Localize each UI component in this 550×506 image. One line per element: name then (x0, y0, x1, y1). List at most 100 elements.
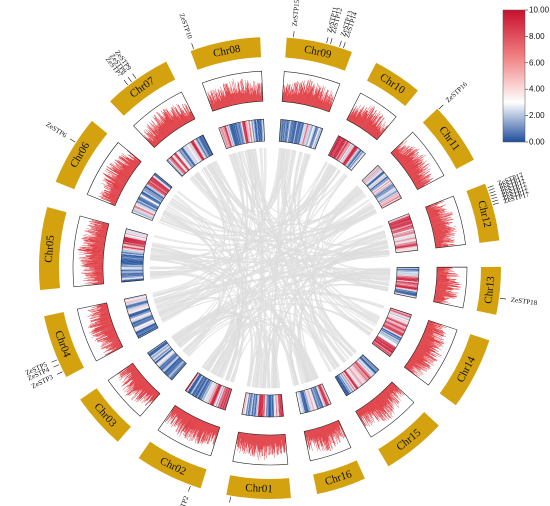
density-bar (363, 406, 368, 413)
density-bar (177, 413, 189, 432)
density-bar (424, 331, 445, 341)
density-bar (155, 126, 166, 139)
heatmap-cell (396, 277, 419, 280)
density-bar (434, 297, 445, 301)
density-bar (260, 434, 262, 453)
density-bar (249, 433, 252, 453)
heatmap-cell (387, 316, 408, 326)
heatmap-cell (391, 226, 414, 233)
density-bar (361, 117, 370, 129)
density-bar (422, 335, 434, 342)
density-bar (434, 232, 456, 238)
density-bar (395, 145, 411, 159)
density-bar (388, 385, 395, 391)
density-bar (316, 428, 324, 452)
heatmap-cell (129, 309, 151, 317)
heatmap-cell (253, 394, 257, 417)
density-bar (318, 427, 323, 442)
density-bar (81, 271, 104, 273)
density-bar (392, 149, 399, 155)
heatmap-cell (375, 338, 395, 351)
heatmap-cell (394, 236, 416, 242)
heatmap-cell (130, 312, 152, 321)
heatmap-cell (334, 139, 347, 159)
heatmap-cell (127, 306, 150, 314)
heatmap-cell (153, 346, 171, 361)
density-bar (358, 409, 363, 416)
heatmap-cell (236, 122, 242, 145)
density-bar (241, 433, 245, 449)
density-bar (364, 405, 372, 416)
heatmap-cell (345, 369, 360, 388)
heatmap-cell (132, 209, 154, 219)
density-bar (212, 426, 217, 439)
density-bar (304, 85, 309, 105)
density-bar (436, 282, 459, 285)
heatmap-cell (135, 323, 156, 334)
heatmap-cell (220, 127, 229, 149)
density-bar (224, 83, 231, 106)
density-bar (102, 179, 123, 191)
heatmap-cell (308, 388, 316, 410)
density-bar (416, 348, 433, 358)
heatmap-cell (365, 170, 383, 186)
heatmap-cell (392, 229, 414, 236)
density-bar (146, 390, 157, 401)
density-bar (154, 117, 169, 136)
heatmap-cell (396, 278, 419, 281)
heatmap-cell (321, 384, 331, 405)
density-bar (421, 338, 441, 348)
density-bar (417, 346, 431, 354)
heatmap-cell (197, 379, 209, 399)
density-bar (359, 408, 364, 415)
density-bar (407, 362, 424, 374)
heatmap-cell (135, 204, 156, 214)
heatmap-cell (370, 176, 388, 191)
density-bar (276, 434, 277, 447)
density-bar (81, 272, 104, 274)
density-bar (415, 179, 427, 187)
density-bar (182, 416, 193, 436)
density-bar (373, 398, 387, 415)
density-bar (225, 92, 230, 107)
density-bar (253, 80, 256, 102)
heatmap-cell (339, 143, 353, 163)
density-bar (390, 383, 399, 391)
density-bar (435, 286, 459, 290)
density-bar (416, 181, 430, 189)
heatmap-cell (139, 196, 159, 208)
density-bar (323, 98, 328, 110)
density-bar (433, 300, 451, 304)
density-bar (120, 169, 131, 177)
density-bar (360, 117, 367, 128)
heatmap-cell (137, 198, 158, 210)
heatmap-cell (356, 360, 372, 378)
heatmap-cell (297, 391, 303, 414)
heatmap-cell (270, 394, 271, 417)
heatmap-cell (144, 187, 164, 200)
density-bar (231, 86, 236, 105)
heatmap-cell (366, 170, 384, 186)
density-bar (80, 248, 104, 251)
heatmap-cell (240, 121, 246, 144)
density-bar (210, 90, 217, 110)
density-bar (359, 408, 369, 423)
heatmap-cell (276, 394, 278, 417)
heatmap-cell (258, 119, 261, 142)
density-bar (410, 170, 423, 178)
density-bar (426, 205, 437, 210)
heatmap-cell (138, 197, 159, 209)
density-bar (367, 120, 377, 133)
density-bar (109, 168, 129, 181)
density-bar (330, 423, 335, 434)
heatmap-cell (162, 356, 180, 373)
density-bar (278, 434, 280, 451)
density-bar (87, 243, 105, 247)
density-bar (119, 367, 137, 381)
density-bar (369, 401, 384, 421)
heatmap-cell (132, 210, 153, 220)
density-bar (101, 312, 110, 315)
density-bar (143, 389, 156, 403)
density-bar (298, 85, 303, 104)
density-bar (322, 426, 332, 452)
